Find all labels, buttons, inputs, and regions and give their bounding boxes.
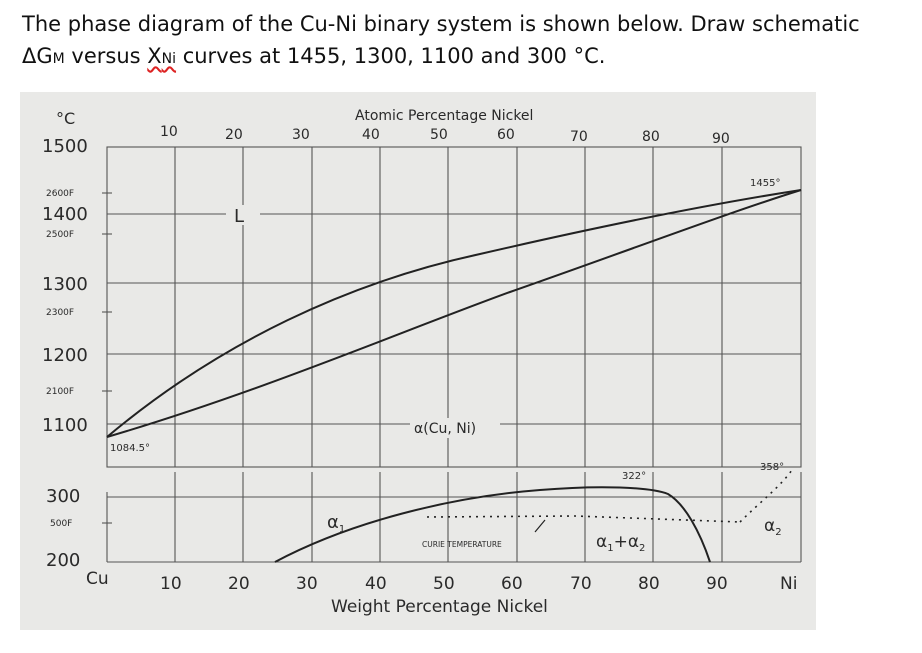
phase-boundaries — [106, 189, 802, 563]
bottom-tick-30: 30 — [296, 574, 318, 594]
top-tick-labels: 10 20 30 40 50 60 70 80 90 — [160, 124, 730, 147]
y-tick-1500: 1500 — [42, 136, 88, 157]
ni-curie-dots — [739, 469, 793, 523]
upper-frame — [106, 146, 802, 468]
bottom-tick-ni: Ni — [780, 574, 797, 594]
bottom-axis-title: Weight Percentage Nickel — [331, 597, 548, 617]
alpha2-symbol: α — [764, 516, 775, 536]
f-tick-2600: 2600F — [46, 189, 74, 199]
f-tick-2300: 2300F — [46, 308, 74, 318]
f-tick-labels: 2600F 2500F 2300F 2100F 500F — [46, 189, 74, 529]
two-phase-sub1: 1 — [607, 543, 613, 554]
y-tick-200: 200 — [46, 550, 80, 571]
curie-temperature-label: CURIE TEMPERATURE — [422, 540, 502, 549]
cu-melting-point: 1084.5° — [110, 443, 150, 454]
curie-arrow — [534, 519, 546, 533]
y-tick-1300: 1300 — [42, 274, 88, 295]
subscript-ni: Ni — [161, 51, 177, 67]
versus-text: versus — [64, 44, 148, 68]
y-tick-1200: 1200 — [42, 345, 88, 366]
grid — [102, 146, 802, 563]
delta-g-label: ΔG — [22, 44, 53, 68]
top-tick-60: 60 — [497, 127, 515, 143]
alpha2-sub: 2 — [775, 527, 781, 538]
x-ni-label: XNi — [147, 44, 176, 68]
bottom-tick-80: 80 — [638, 574, 660, 594]
f-tick-2500: 2500F — [46, 230, 74, 240]
alpha1-sub: 1 — [339, 524, 345, 535]
alpha-phase-label: α(Cu, Ni) — [414, 421, 476, 437]
liquidus-line — [106, 189, 802, 438]
bottom-tick-20: 20 — [228, 574, 250, 594]
y-tick-1100: 1100 — [42, 415, 88, 436]
bottom-tick-90: 90 — [706, 574, 728, 594]
temperatures-text: curves at 1455, 1300, 1100 and 300 °C. — [176, 44, 606, 68]
ni-curie-temp: 358° — [760, 462, 784, 473]
y-tick-1400: 1400 — [42, 204, 88, 225]
curie-temperature-line — [426, 515, 741, 523]
bottom-tick-70: 70 — [570, 574, 592, 594]
ni-melting-point: 1455° — [750, 178, 780, 189]
phase-diagram-photo: Atomic Percentage Nickel 10 20 30 40 50 … — [20, 92, 816, 630]
y-tick-300: 300 — [46, 486, 80, 507]
f-tick-500: 500F — [50, 519, 72, 529]
top-tick-30: 30 — [292, 127, 310, 143]
miscibility-gap — [274, 486, 711, 563]
top-axis-title: Atomic Percentage Nickel — [355, 108, 533, 124]
solidus-line — [106, 189, 802, 438]
question-line-2: ΔGM versus XNi curves at 1455, 1300, 110… — [22, 40, 912, 75]
top-tick-90: 90 — [712, 131, 730, 147]
y-tick-labels: 1500 1400 1300 1200 1100 300 200 — [42, 136, 88, 571]
two-phase-plus: +α — [614, 532, 639, 552]
bottom-tick-50: 50 — [433, 574, 455, 594]
bottom-tick-60: 60 — [501, 574, 523, 594]
two-phase-label: α1+α2 — [596, 532, 645, 554]
top-tick-80: 80 — [642, 129, 660, 145]
two-phase-sub2: 2 — [639, 543, 645, 554]
bottom-tick-labels: Cu 10 20 30 40 50 60 70 80 90 Ni — [86, 569, 797, 594]
top-tick-70: 70 — [570, 129, 588, 145]
bottom-tick-cu: Cu — [86, 569, 109, 589]
subscript-m: M — [52, 51, 65, 67]
x-label: X — [147, 44, 162, 68]
phase-diagram: Atomic Percentage Nickel 10 20 30 40 50 … — [42, 108, 802, 617]
question-text: The phase diagram of the Cu-Ni binary sy… — [22, 8, 912, 75]
alpha-label-bg — [410, 418, 500, 438]
f-tick-2100: 2100F — [46, 387, 74, 397]
top-tick-40: 40 — [362, 127, 380, 143]
top-tick-50: 50 — [430, 127, 448, 143]
liquid-label: L — [234, 206, 244, 227]
liquid-label-bg — [226, 205, 260, 225]
y-unit: °C — [56, 109, 75, 128]
alpha1-symbol: α — [327, 512, 339, 533]
two-phase-alpha: α — [596, 532, 607, 552]
bottom-tick-40: 40 — [365, 574, 387, 594]
top-tick-10: 10 — [160, 124, 178, 140]
alpha2-label: α2 — [764, 516, 782, 538]
question-line-1: The phase diagram of the Cu-Ni binary sy… — [22, 12, 860, 36]
bottom-tick-10: 10 — [160, 574, 182, 594]
max-miscibility-temp: 322° — [622, 471, 646, 482]
alpha1-label: α1 — [327, 512, 345, 535]
top-tick-20: 20 — [225, 127, 243, 143]
